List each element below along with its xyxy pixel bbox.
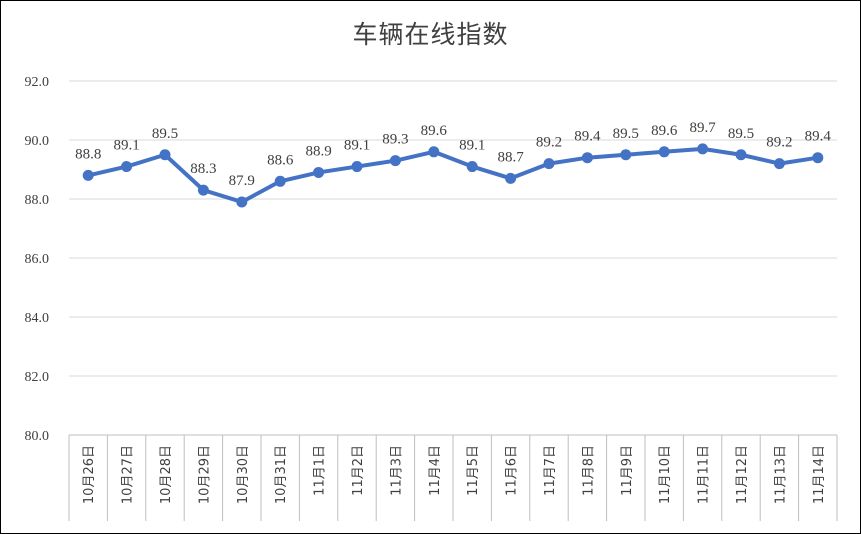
gridlines: [69, 80, 837, 377]
x-tick-label: 11月3日: [389, 445, 404, 496]
data-label: 87.9: [229, 173, 255, 189]
y-tick-label: 82.0: [25, 370, 50, 385]
x-tick-label: 11月14日: [812, 445, 827, 504]
data-label: 89.3: [382, 132, 408, 148]
x-tick-label: 11月11日: [697, 445, 712, 504]
data-label: 88.8: [75, 146, 101, 162]
data-labels: 88.8 89.1 89.5 88.3 87.9 88.6 88.9 89.1 89.3 89.6…: [75, 120, 831, 189]
data-label: 89.7: [689, 120, 716, 136]
x-tick-label: 11月6日: [505, 445, 520, 496]
data-point: [159, 149, 171, 161]
data-label: 89.5: [152, 126, 178, 142]
x-tick-label: 10月27日: [121, 445, 136, 504]
data-point: [581, 152, 593, 164]
data-point: [274, 175, 286, 187]
data-point: [82, 169, 94, 181]
data-label: 89.5: [613, 126, 639, 142]
axes: 80.0 82.0 84.0 86.0 88.0 90.0 92.0 10月26日 10月27日…: [25, 75, 838, 521]
data-point: [389, 155, 401, 167]
data-label: 88.3: [190, 161, 216, 177]
data-point: [351, 161, 363, 173]
x-tick-label: 10月28日: [159, 445, 174, 504]
x-tick-label: 10月26日: [82, 445, 97, 504]
x-tick-label: 11月7日: [543, 445, 558, 496]
data-point: [735, 149, 747, 161]
x-tick-label: 11月8日: [581, 445, 596, 496]
data-points: [82, 143, 824, 208]
data-point: [620, 149, 632, 161]
chart-title: 车辆在线指数: [352, 20, 509, 49]
data-label: 89.1: [113, 138, 139, 154]
x-tick-label: 10月30日: [236, 445, 251, 504]
x-tick-label: 10月31日: [274, 445, 289, 504]
data-point: [236, 196, 248, 208]
data-label: 89.1: [344, 138, 370, 154]
data-label: 89.2: [536, 135, 562, 151]
y-tick-label: 80.0: [25, 429, 50, 444]
data-label: 89.2: [766, 135, 792, 151]
data-label: 89.4: [805, 129, 832, 145]
x-tick-label: 11月13日: [773, 445, 788, 504]
series-line-layer: [86, 146, 820, 204]
series-line: [86, 146, 820, 204]
y-tick-label: 92.0: [25, 75, 50, 90]
y-tick-label: 84.0: [25, 311, 50, 326]
data-label: 89.6: [651, 123, 678, 139]
y-tick-label: 88.0: [25, 193, 50, 208]
data-label: 89.4: [574, 129, 601, 145]
x-tick-label: 11月10日: [658, 445, 673, 504]
x-tick-label: 11月5日: [466, 445, 481, 496]
data-point: [197, 184, 209, 196]
x-tick-label: 11月4日: [428, 445, 443, 496]
data-label: 89.1: [459, 138, 485, 154]
data-point: [121, 161, 133, 173]
data-point: [313, 166, 325, 178]
x-tick-label: 10月29日: [197, 445, 212, 504]
y-tick-label: 90.0: [25, 134, 50, 149]
data-label: 88.6: [267, 152, 294, 168]
data-point: [773, 158, 785, 170]
x-tick-label: 11月9日: [620, 445, 635, 496]
data-point: [658, 146, 670, 158]
data-point: [543, 158, 555, 170]
data-label: 89.5: [728, 126, 754, 142]
data-point: [466, 161, 478, 173]
x-tick-label: 11月12日: [735, 445, 750, 504]
data-point: [812, 152, 824, 164]
y-tick-label: 86.0: [25, 252, 50, 267]
data-label: 89.6: [421, 123, 448, 139]
data-point: [505, 172, 517, 184]
data-label: 88.7: [497, 149, 524, 165]
data-label: 88.9: [305, 143, 331, 159]
x-tick-label: 11月2日: [351, 445, 366, 496]
x-tick-label: 11月1日: [313, 445, 328, 496]
data-point: [697, 143, 709, 155]
data-point: [428, 146, 440, 158]
